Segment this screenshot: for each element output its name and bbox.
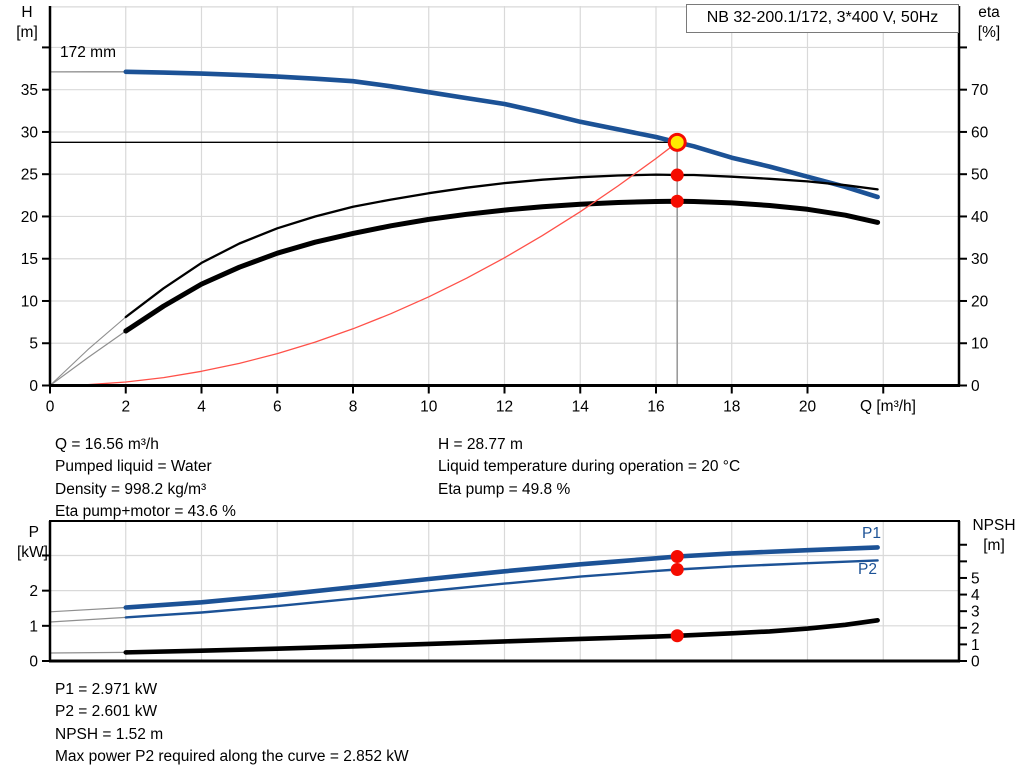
p-axis-title-line1: P bbox=[28, 524, 39, 541]
x-tick-label: 8 bbox=[349, 399, 358, 416]
h-axis-title: H [m] bbox=[6, 3, 48, 43]
p1-curve-label: P1 bbox=[862, 525, 881, 542]
y-left-tick-label: 30 bbox=[21, 124, 39, 141]
x-tick-label: 10 bbox=[420, 399, 438, 416]
y-right-tick-label: 40 bbox=[971, 209, 989, 226]
readout-flow: Q = 16.56 m³/h bbox=[55, 436, 159, 453]
pump-designation-box: NB 32-200.1/172, 3*400 V, 50Hz bbox=[686, 4, 959, 33]
h-axis-title-line1: H bbox=[21, 4, 33, 21]
p-axis-title: P [kW] bbox=[2, 523, 48, 563]
y-right-tick-label: 0 bbox=[971, 654, 980, 671]
npsh-axis-title: NPSH [m] bbox=[963, 516, 1024, 556]
readout-liquid: Pumped liquid = Water bbox=[55, 458, 212, 476]
y-left-tick-label: 0 bbox=[29, 654, 38, 671]
eta-axis-title: eta [%] bbox=[966, 3, 1012, 43]
p1-curve-lead bbox=[49, 606, 127, 613]
duty-dot bbox=[670, 629, 684, 643]
x-tick-label: 12 bbox=[496, 399, 513, 416]
readout-density: Density = 998.2 kg/m³ bbox=[55, 480, 207, 498]
y-right-tick-label: 50 bbox=[971, 167, 989, 184]
eta-pump-motor-curve-lead bbox=[49, 330, 127, 387]
system-curve bbox=[49, 141, 678, 387]
y-right-tick-label: 70 bbox=[971, 82, 989, 99]
y-right-tick-label: 3 bbox=[971, 604, 980, 621]
p2-curve-lead bbox=[49, 616, 127, 623]
h-axis-title-line2: [m] bbox=[16, 24, 38, 41]
duty-point-marker[interactable] bbox=[667, 132, 687, 152]
npsh-curve bbox=[123, 617, 880, 655]
x-tick-label: 2 bbox=[121, 399, 130, 416]
eta-axis-title-line1: eta bbox=[978, 4, 1000, 21]
y-left-tick-label: 10 bbox=[21, 293, 39, 310]
eta-axis-title-line2: [%] bbox=[977, 24, 1001, 41]
readout-max-power: Max power P2 required along the curve = … bbox=[55, 747, 409, 765]
x-tick-label: 20 bbox=[799, 399, 817, 416]
y-left-tick-label: 1 bbox=[29, 618, 38, 635]
x-tick-label: 6 bbox=[273, 399, 282, 416]
x-tick-label: 16 bbox=[647, 399, 664, 416]
p2-curve-label: P2 bbox=[858, 561, 877, 578]
y-right-tick-label: 10 bbox=[971, 336, 989, 353]
readout-head: H = 28.77 m bbox=[438, 436, 523, 453]
q-axis-title: Q [m³/h] bbox=[860, 398, 916, 415]
y-left-tick-label: 2 bbox=[29, 583, 38, 600]
readout-p2: P2 = 2.601 kW bbox=[55, 703, 158, 721]
y-right-tick-label: 2 bbox=[971, 620, 980, 637]
p1-curve bbox=[123, 545, 880, 610]
eta-pump-curve-lead bbox=[49, 316, 127, 387]
npsh-axis-title-line1: NPSH bbox=[972, 517, 1016, 534]
y-right-tick-label: 0 bbox=[971, 378, 980, 395]
x-tick-label: 18 bbox=[723, 399, 740, 416]
duty-readout-right: H = 28.77 m Liquid temperature during op… bbox=[438, 434, 740, 501]
x-tick-label: 0 bbox=[46, 399, 55, 416]
readout-eta-pump: Eta pump = 49.8 % bbox=[438, 480, 571, 498]
duty-readout-left: Q = 16.56 m³/h Pumped liquid = Water Den… bbox=[55, 434, 236, 523]
y-left-tick-label: 0 bbox=[29, 378, 38, 395]
y-left-tick-label: 15 bbox=[21, 251, 38, 268]
readout-eta-pump-motor: Eta pump+motor = 43.6 % bbox=[55, 502, 236, 520]
p-axis-title-line2: [kW] bbox=[17, 544, 48, 561]
readout-temperature: Liquid temperature during operation = 20… bbox=[438, 458, 741, 476]
y-left-tick-label: 5 bbox=[29, 336, 38, 353]
duty-dot bbox=[670, 168, 684, 182]
y-left-tick-label: 25 bbox=[21, 167, 38, 184]
y-right-tick-label: 30 bbox=[971, 251, 989, 268]
y-right-tick-label: 1 bbox=[971, 637, 980, 654]
eta-pump-curve bbox=[124, 173, 879, 319]
readout-p1: P1 = 2.971 kW bbox=[55, 681, 158, 698]
y-left-tick-label: 20 bbox=[21, 209, 39, 226]
impeller-diameter-label: 172 mm bbox=[60, 44, 116, 61]
y-left-tick-label: 35 bbox=[21, 82, 38, 99]
readout-npsh: NPSH = 1.52 m bbox=[55, 725, 164, 743]
y-right-tick-label: 4 bbox=[971, 587, 980, 604]
duty-dot bbox=[670, 549, 684, 563]
y-right-tick-label: 60 bbox=[971, 124, 989, 141]
x-tick-label: 4 bbox=[197, 399, 206, 416]
y-right-tick-label: 5 bbox=[971, 570, 980, 587]
y-right-tick-label: 20 bbox=[971, 293, 989, 310]
duty-dot bbox=[670, 563, 684, 577]
x-tick-label: 14 bbox=[572, 399, 590, 416]
power-readout: P1 = 2.971 kW P2 = 2.601 kW NPSH = 1.52 … bbox=[55, 679, 409, 768]
eta-pump-motor-curve bbox=[123, 198, 881, 334]
p2-curve bbox=[124, 559, 879, 619]
npsh-curve-lead bbox=[49, 651, 127, 654]
npsh-axis-title-line2: [m] bbox=[983, 537, 1005, 554]
duty-dot bbox=[670, 194, 684, 208]
qh-curve bbox=[123, 69, 880, 200]
